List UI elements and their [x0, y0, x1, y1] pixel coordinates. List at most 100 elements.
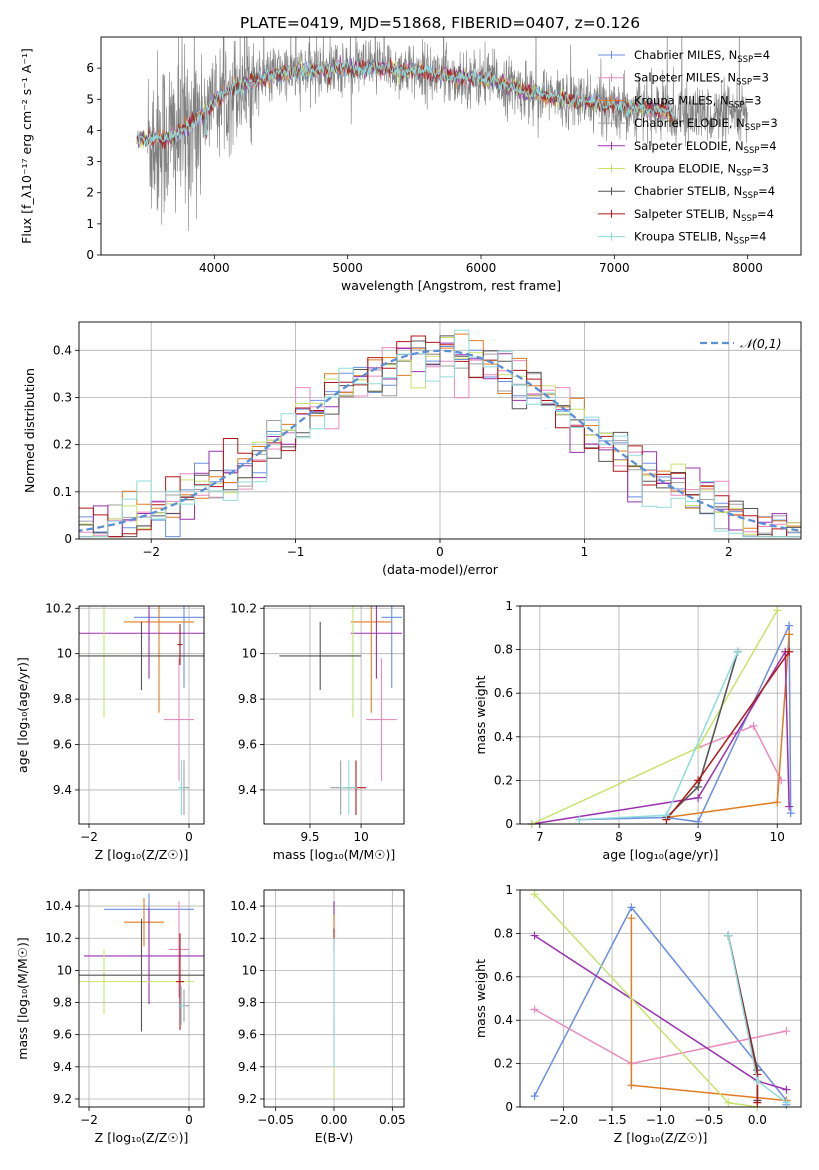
weight-line-2 — [666, 634, 790, 819]
legend-label: Salpeter MILES, NSSP=3 — [634, 71, 769, 88]
x-tick-label: 8000 — [732, 261, 763, 275]
weight-marker — [627, 914, 636, 923]
y-tick-label: 3 — [86, 155, 94, 169]
legend-label: Kroupa ELODIE, NSSP=3 — [634, 162, 769, 179]
x-tick-label: 9 — [694, 830, 702, 844]
y-tick-label: 9.2 — [238, 1092, 257, 1106]
x-tick-label: 0.05 — [379, 1113, 406, 1127]
x-tick-label: 6000 — [466, 261, 497, 275]
y-tick-label: 0 — [505, 1100, 513, 1114]
legend-label: Salpeter ELODIE, NSSP=4 — [634, 139, 777, 156]
x-tick-label: −1.0 — [646, 1113, 675, 1127]
y-tick-label: 4 — [86, 123, 94, 137]
y-axis-label: age [log₁₀(age/yr)] — [15, 657, 30, 773]
y-tick-label: 5 — [86, 92, 94, 106]
mass_vs_EBV-frame — [263, 889, 405, 1108]
x-tick-label: 5000 — [332, 261, 363, 275]
residual-hists — [79, 329, 801, 538]
normal-legend-label: 𝒩(0,1) — [740, 336, 782, 351]
mass_vs_Z-axes: −2 0 9.2 9.4 9.6 9.8 10 10.2 10.4 Z [log₁₀(Z/Z☉)]… — [15, 890, 204, 1145]
y-tick-label: 9.4 — [53, 1060, 72, 1074]
weight-marker — [785, 630, 794, 639]
x-tick-label: 0.00 — [321, 1113, 348, 1127]
mass_vs_Z-errorbars — [79, 893, 204, 1032]
y-tick-label: 0.4 — [53, 343, 72, 357]
weight-marker — [530, 1005, 539, 1014]
y-tick-label: 9.8 — [238, 692, 257, 706]
weight-marker — [782, 1098, 791, 1107]
weight-marker — [627, 1081, 636, 1090]
x-tick-label: −0.5 — [694, 1113, 723, 1127]
weight-marker — [694, 793, 703, 802]
weight_vs_age-frame — [519, 605, 802, 825]
y-tick-label: 0.2 — [53, 438, 72, 452]
x-tick-label: 10 — [770, 830, 785, 844]
y-tick-label: 10.4 — [230, 899, 257, 913]
x-axis-label: (data-model)/error — [382, 562, 499, 577]
x-tick-label: −0.05 — [257, 1113, 294, 1127]
weight-marker — [575, 815, 584, 824]
x-axis-label: mass [log₁₀(M/M☉)] — [273, 847, 395, 862]
weight-marker — [753, 1098, 762, 1107]
weight-marker — [530, 890, 539, 899]
y-tick-label: 10.2 — [45, 931, 72, 945]
weight-marker — [694, 776, 703, 785]
age_vs_mass-frame — [263, 605, 405, 825]
weight-marker — [786, 809, 795, 818]
spectrum-legend: Chabrier MILES, NSSP=4 Salpeter MILES, NS… — [598, 48, 778, 247]
weight-line-4 — [531, 649, 790, 825]
weight-line-0 — [579, 625, 792, 823]
figure-title: PLATE=0419, MJD=51868, FIBERID=0407, z=0… — [240, 14, 640, 32]
weight-marker — [749, 721, 758, 730]
y-tick-label: 0.3 — [53, 390, 72, 404]
x-axis-label: E(B-V) — [315, 1130, 354, 1145]
y-tick-label: 10 — [242, 963, 257, 977]
y-tick-label: 0.2 — [494, 1057, 513, 1071]
spectrum-frame — [100, 36, 802, 256]
y-axis-label: mass [log₁₀(M/M☉)] — [15, 937, 30, 1059]
y-tick-label: 0 — [86, 248, 94, 262]
weight-marker — [733, 647, 742, 656]
weight-marker — [773, 798, 782, 807]
weight-marker — [662, 811, 671, 820]
y-tick-label: 0 — [64, 532, 72, 546]
y-tick-label: 0.6 — [494, 686, 513, 700]
y-tick-label: 2 — [86, 186, 94, 200]
weight-marker — [530, 1092, 539, 1101]
x-tick-label: 0 — [185, 830, 193, 844]
x-tick-label: −1.5 — [597, 1113, 626, 1127]
x-tick-label: −2 — [80, 1113, 98, 1127]
spectrum-axes: 4000 5000 6000 7000 8000 0 1 2 3 4 5 6 wavelength [A… — [19, 48, 763, 293]
y-tick-label: 9.6 — [238, 738, 257, 752]
x-tick-label: 8 — [615, 830, 623, 844]
x-tick-label: −1 — [287, 545, 305, 559]
age_vs_Z-axes: −2 0 9.4 9.6 9.8 10 10.2 Z [log₁₀(Z/Z☉)] age [lo… — [15, 601, 204, 862]
y-tick-label: 10.2 — [45, 601, 72, 615]
weight_vs_age-lines — [527, 606, 795, 828]
spectrum-lines — [136, 37, 748, 231]
age_vs_Z-frame — [78, 605, 205, 825]
x-axis-label: Z [log₁₀(Z/Z☉)] — [614, 1130, 708, 1145]
weight-marker — [724, 1098, 733, 1107]
age_vs_Z-errorbars — [79, 606, 204, 815]
weight-marker — [785, 621, 794, 630]
y-tick-label: 10.2 — [230, 601, 257, 615]
weight-marker — [782, 1027, 791, 1036]
weight-marker — [753, 1076, 762, 1085]
y-tick-label: 0.6 — [494, 970, 513, 984]
weight-line-5 — [531, 610, 778, 825]
x-tick-label: −2 — [80, 830, 98, 844]
y-tick-label: 0.4 — [494, 730, 513, 744]
y-tick-label: 6 — [86, 61, 94, 75]
x-tick-label: 2 — [725, 545, 733, 559]
y-tick-label: 0.8 — [494, 643, 513, 657]
y-tick-label: 1 — [505, 599, 513, 613]
weight-marker — [785, 802, 794, 811]
y-tick-label: 9.4 — [238, 1060, 257, 1074]
weight-marker — [785, 647, 794, 656]
mass_vs_Z-frame — [78, 889, 205, 1108]
x-tick-label: −2.0 — [549, 1113, 578, 1127]
legend-label: Chabrier STELIB, NSSP=4 — [634, 184, 775, 201]
y-tick-label: 9.6 — [53, 1028, 72, 1042]
